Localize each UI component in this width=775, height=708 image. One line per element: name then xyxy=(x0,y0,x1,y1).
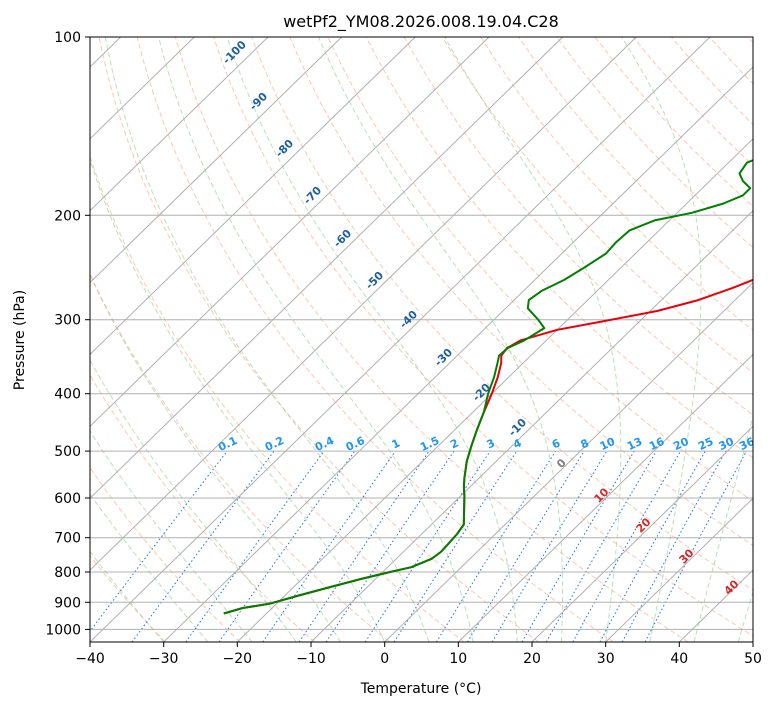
y-axis-label: Pressure (hPa) xyxy=(12,290,28,390)
x-tick-label: 10 xyxy=(449,651,467,667)
dry-adiabat xyxy=(98,37,540,642)
isotherm xyxy=(310,209,753,642)
y-tick-label: 800 xyxy=(54,565,81,581)
mixing-ratio-label: 36 xyxy=(737,435,757,453)
dry-adiabat xyxy=(365,37,753,459)
isotherm xyxy=(90,37,490,428)
isotherm xyxy=(163,66,753,642)
mixing-ratio-line xyxy=(90,450,228,632)
moist-adiabat xyxy=(621,37,702,642)
isotherm xyxy=(90,37,195,140)
dry-adiabat xyxy=(289,37,753,547)
moist-adiabat xyxy=(693,414,753,642)
mixing-ratio-line xyxy=(262,450,396,642)
moist-adiabat xyxy=(318,37,563,642)
mixing-ratio-lines xyxy=(90,450,747,642)
moist-adiabat xyxy=(226,37,518,642)
dry-adiabat xyxy=(90,154,465,642)
mixing-ratio-line xyxy=(218,450,356,642)
mixing-ratio-label: 10 xyxy=(598,435,618,453)
chart-title: wetPf2_YM08.2026.008.19.04.C28 xyxy=(283,12,559,32)
mixing-ratio-line xyxy=(185,450,325,642)
x-tick-label: 0 xyxy=(380,651,389,667)
plot-area: -100-90-80-70-60-50-40-30-20-100.1 0.2 0.4… xyxy=(90,37,757,642)
dewpoint-profile xyxy=(223,159,753,615)
mixing-ratio-line xyxy=(393,450,518,642)
mixing-ratio-label: 13 xyxy=(625,435,644,453)
mixing-ratio-line xyxy=(131,450,275,642)
x-tick-label: −30 xyxy=(149,651,179,667)
isotherm xyxy=(457,353,753,642)
moist-adiabat xyxy=(444,37,622,642)
y-tick-label: 900 xyxy=(54,595,81,611)
dry-adiabat xyxy=(90,272,390,642)
isotherm xyxy=(90,37,343,284)
isotherm xyxy=(90,37,711,642)
y-tick-label: 500 xyxy=(54,444,81,460)
mixing-ratio-line xyxy=(572,450,682,642)
mixing-ratio-line xyxy=(298,450,430,642)
x-tick-label: 40 xyxy=(670,651,688,667)
x-tick-label: 30 xyxy=(597,651,615,667)
y-tick-label: 200 xyxy=(54,208,81,224)
dry-adiabat xyxy=(90,554,166,642)
moist-adiabat xyxy=(158,37,474,642)
moist-adiabat xyxy=(737,590,753,642)
isotherm xyxy=(90,37,416,356)
mixing-ratio-line xyxy=(325,450,455,642)
x-tick-label: −40 xyxy=(75,651,105,667)
y-axis-ticks: 100 200 300 400 500 600 700 800 900 1000 xyxy=(45,30,90,638)
y-tick-label: 300 xyxy=(54,313,81,329)
plot-background xyxy=(90,37,753,642)
isotherm xyxy=(605,497,753,642)
dry-adiabat xyxy=(136,37,614,642)
moist-adiabat xyxy=(90,359,297,642)
x-tick-label: −20 xyxy=(223,651,253,667)
dry-adiabat xyxy=(90,466,241,642)
sounding-profiles xyxy=(223,159,753,615)
isotherm xyxy=(384,281,753,642)
plot-frame xyxy=(89,36,754,643)
x-tick-label: −10 xyxy=(296,651,326,667)
mixing-ratio-line xyxy=(467,450,585,642)
y-tick-label: 100 xyxy=(54,30,81,46)
x-axis-ticks: −40 −30 −20 −10 0 10 20 30 40 50 xyxy=(75,642,762,667)
isotherm xyxy=(90,37,269,212)
mixing-ratio-line xyxy=(599,450,706,642)
x-tick-label: 50 xyxy=(744,651,762,667)
y-tick-label: 1000 xyxy=(45,622,81,638)
mixing-ratio-label: 16 xyxy=(647,435,667,453)
moist-adiabat xyxy=(90,158,386,642)
x-axis-label: Temperature (°C) xyxy=(360,681,482,697)
x-tick-label: 20 xyxy=(523,651,541,667)
mixing-ratio-line xyxy=(364,450,491,642)
moist-adiabat xyxy=(104,37,430,642)
isotherm xyxy=(90,37,637,571)
dry-adiabat xyxy=(327,37,753,502)
mixing-ratio-label: 25 xyxy=(696,435,715,453)
pressure-gridlines xyxy=(90,37,753,630)
dry-adiabat xyxy=(174,37,689,642)
isotherm xyxy=(90,37,564,499)
dry-adiabat xyxy=(441,37,753,374)
isotherms xyxy=(90,37,753,642)
y-tick-label: 700 xyxy=(54,531,81,547)
mixing-ratio-label: 30 xyxy=(717,435,737,453)
y-tick-label: 400 xyxy=(54,387,81,403)
isotherm xyxy=(236,138,753,642)
y-tick-label: 600 xyxy=(54,491,81,507)
mixing-ratio-line xyxy=(621,450,727,642)
moist-adiabats xyxy=(90,37,753,642)
dry-adiabat xyxy=(518,37,753,290)
isotherm xyxy=(531,425,753,642)
mixing-ratio-label: 20 xyxy=(671,435,691,453)
moist-adiabat xyxy=(90,273,341,642)
